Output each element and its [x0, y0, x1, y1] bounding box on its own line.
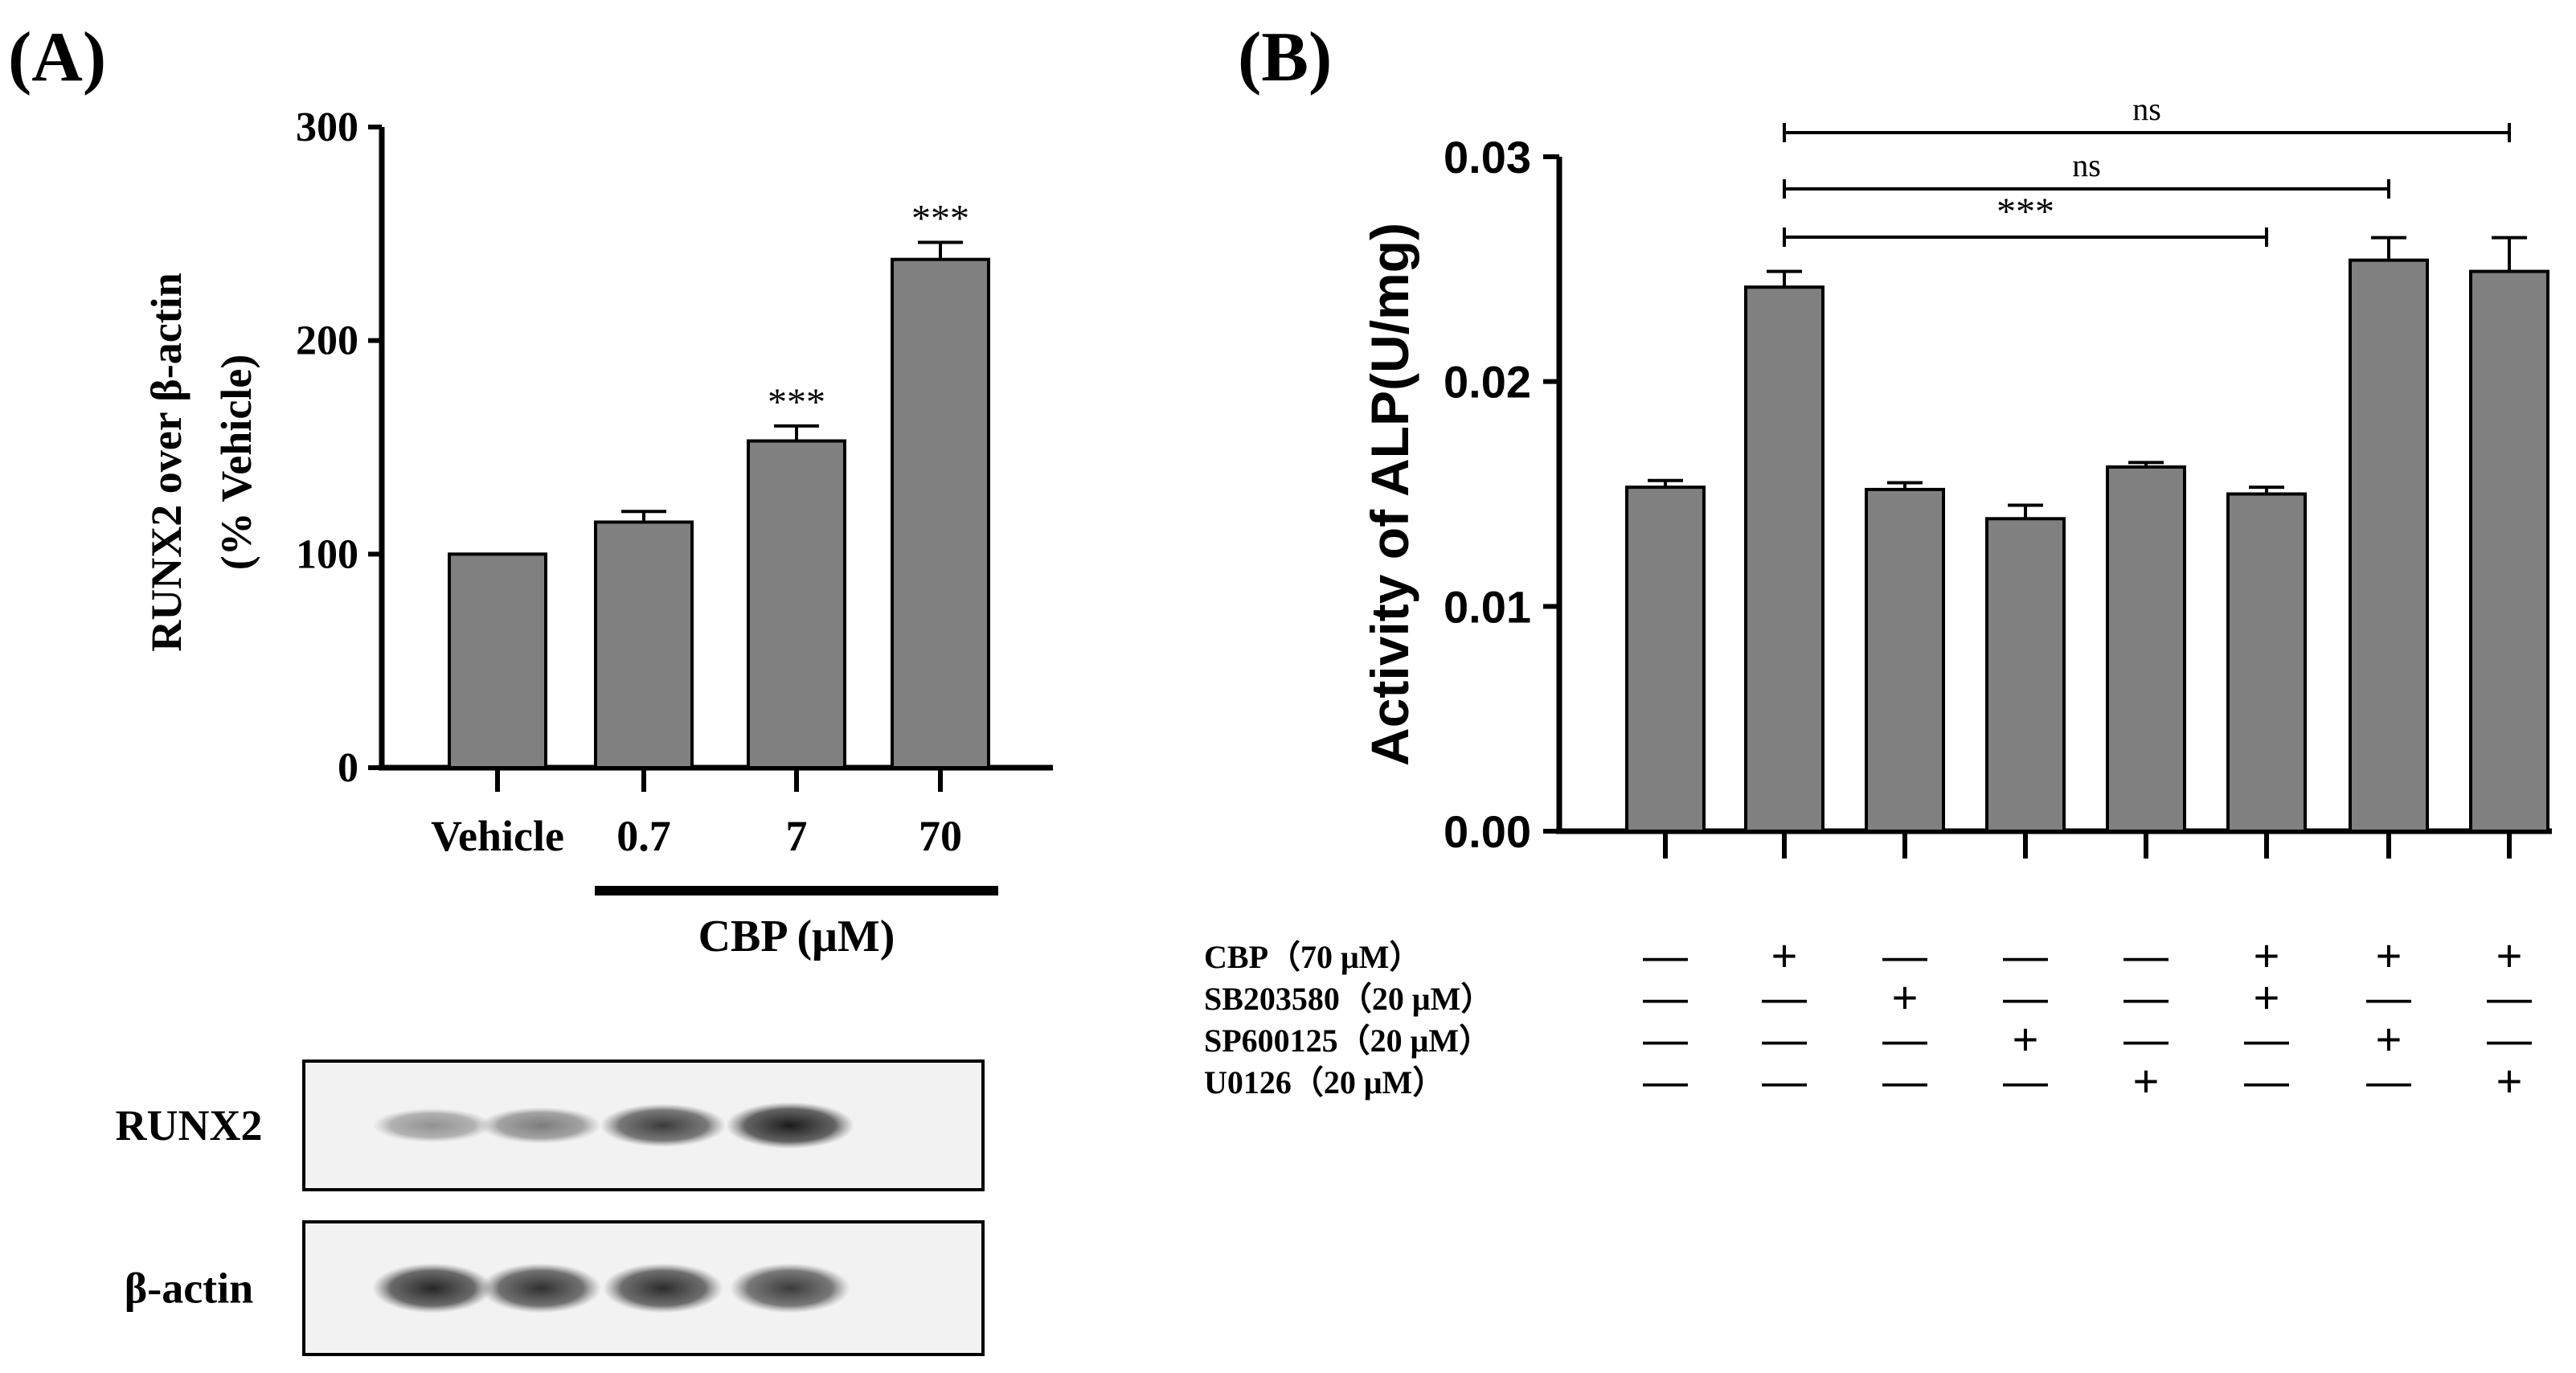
chart-a-ytick-label: 200 — [296, 318, 358, 364]
blot-band — [726, 1102, 854, 1149]
panel-a-label: (A) — [8, 18, 106, 96]
chart-b-ytick-label: 0.00 — [1444, 806, 1531, 857]
treatment-sign: — — [2123, 1014, 2169, 1064]
chart-b-bar — [2226, 492, 2307, 833]
treatment-sign: — — [2244, 1055, 2289, 1106]
western-blot: RUNX2 β-actin — [116, 1059, 985, 1356]
treatment-sign: — — [2003, 1055, 2048, 1106]
treatment-sign: — — [2487, 972, 2532, 1023]
blot-band — [481, 1263, 601, 1314]
treatment-sign: — — [2366, 972, 2411, 1023]
chart-a-bar — [448, 552, 547, 769]
chart-b-ytick-label: 0.03 — [1444, 132, 1531, 182]
chart-b-bar — [1865, 487, 1945, 833]
blot-band — [600, 1104, 727, 1147]
treatment-sign: + — [1892, 972, 1919, 1023]
treatment-sign: — — [1643, 930, 1688, 981]
chart-b-ytick-label: 0.01 — [1444, 581, 1531, 632]
chart-b-bar — [1744, 285, 1824, 833]
chart-a-xtick-label: 7 — [786, 812, 808, 860]
treatment-label: CBP（70 μM） — [1204, 939, 1421, 975]
treatment-sign: — — [1882, 1014, 1927, 1064]
treatment-sign: + — [2496, 1055, 2523, 1106]
chart-a: 0 100 200 300 *** *** Vehicle 0.7 7 70 RUNX2 ov… — [142, 105, 1053, 961]
treatment-label: SB203580（20 μM） — [1204, 981, 1493, 1017]
comparison-label: ns — [2072, 147, 2101, 183]
treatment-sign: — — [2123, 972, 2169, 1023]
treatment-sign: — — [1762, 1014, 1807, 1064]
treatment-sign: — — [1882, 1055, 1927, 1106]
blot-row-label: RUNX2 — [116, 1101, 263, 1150]
chart-b-bar — [2349, 258, 2429, 833]
treatment-label: SP600125（20 μM） — [1204, 1023, 1491, 1059]
chart-a-ytick-label: 100 — [296, 531, 358, 577]
treatment-sign: — — [2123, 930, 2169, 981]
chart-a-ylabel: RUNX2 over β-actin — [142, 273, 190, 651]
treatment-sign: + — [2376, 1014, 2402, 1064]
chart-a-bar — [747, 439, 846, 770]
treatment-sign: + — [2133, 1055, 2160, 1106]
chart-a-ylabel-line2: (% Vehicle) — [212, 355, 260, 570]
chart-b-bar — [2469, 269, 2549, 833]
chart-a-ytick-label: 0 — [338, 745, 358, 791]
treatment-sign: — — [1643, 972, 1688, 1023]
treatment-sign: + — [2376, 930, 2402, 981]
chart-a-xtick-label: 0.7 — [616, 812, 671, 860]
treatment-sign: — — [2244, 1014, 2289, 1064]
treatment-sign: + — [2013, 1014, 2039, 1064]
blot-band — [372, 1263, 493, 1314]
treatment-sign: — — [1643, 1055, 1688, 1106]
blot-band — [730, 1263, 850, 1314]
blot-band — [480, 1107, 602, 1144]
blot-band — [603, 1263, 723, 1314]
treatment-sign: — — [1643, 1014, 1688, 1064]
treatment-sign: + — [2496, 930, 2523, 981]
comparison-label: *** — [1997, 191, 2054, 233]
chart-a-bar — [594, 520, 694, 769]
chart-a-xtick-label: Vehicle — [431, 812, 564, 860]
treatment-sign: — — [2366, 1055, 2411, 1106]
treatment-label: U0126（20 μM） — [1204, 1064, 1444, 1100]
chart-b-bar — [1985, 517, 2066, 833]
treatment-sign: + — [2254, 972, 2280, 1023]
treatment-sign: — — [2003, 972, 2048, 1023]
treatment-sign: — — [2487, 1014, 2532, 1064]
treatment-sign: + — [1771, 930, 1798, 981]
panel-b-label: (B) — [1238, 18, 1332, 96]
chart-b-bar — [2106, 465, 2186, 833]
chart-a-ytick-label: 300 — [296, 105, 358, 150]
chart-a-bar — [891, 257, 990, 770]
treatment-sign: — — [1882, 930, 1927, 981]
blot-row-label: β-actin — [125, 1264, 253, 1313]
treatment-sign: + — [2254, 930, 2280, 981]
treatment-sign: — — [1762, 1055, 1807, 1106]
chart-a-significance: *** — [768, 381, 825, 424]
chart-b-ylabel: Activity of ALP(U/mg) — [1360, 223, 1419, 766]
chart-b-bar — [1625, 486, 1706, 833]
treatment-sign: — — [1762, 972, 1807, 1023]
chart-b-ytick-label: 0.02 — [1444, 357, 1531, 408]
comparison-label: ns — [2132, 91, 2161, 127]
chart-a-xtick-label: 70 — [919, 812, 962, 860]
chart-a-significance: *** — [911, 197, 969, 240]
chart-a-xlabel: CBP (μM) — [698, 912, 895, 961]
blot-band — [372, 1108, 493, 1143]
treatment-sign: — — [2003, 930, 2048, 981]
